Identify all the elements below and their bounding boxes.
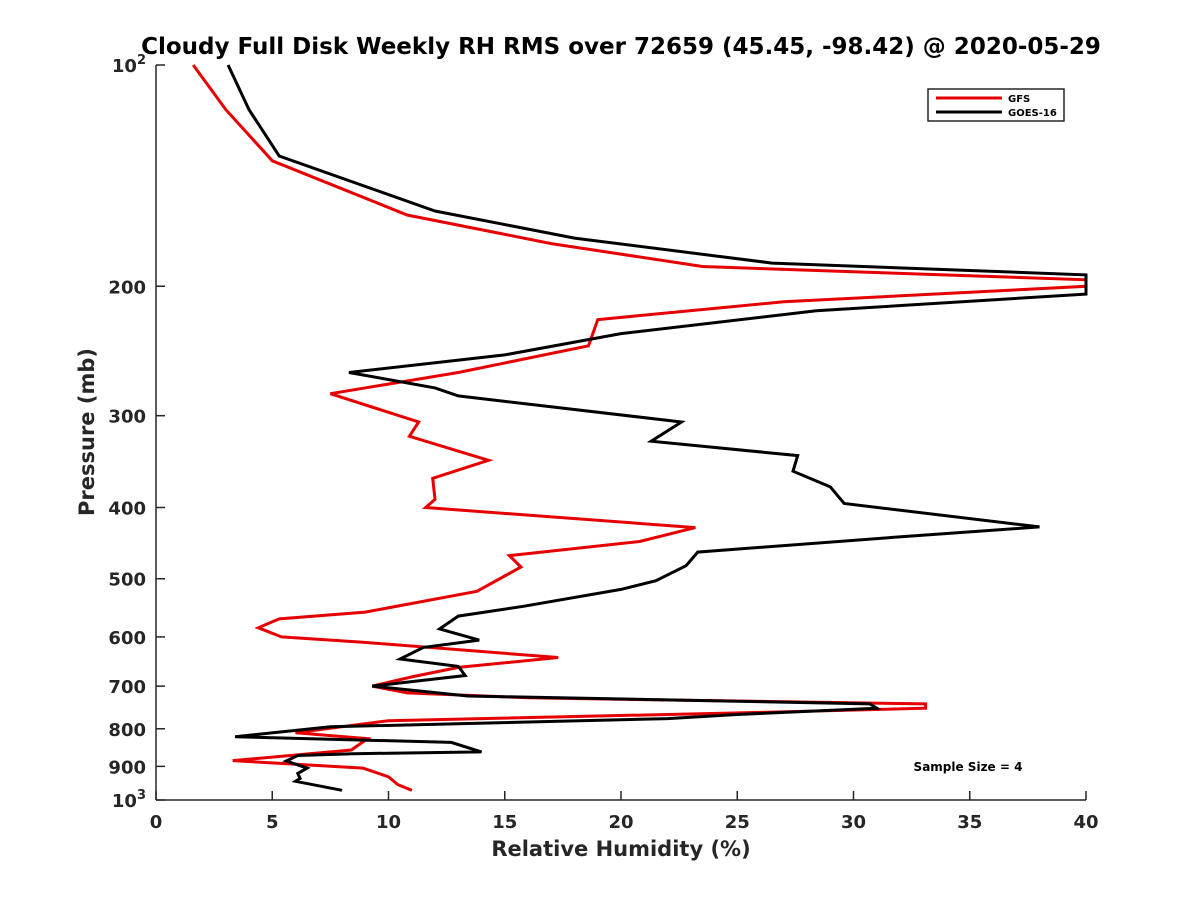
x-tick-label: 0 xyxy=(150,812,163,833)
chart-title: Cloudy Full Disk Weekly RH RMS over 7265… xyxy=(141,34,1101,60)
legend-box xyxy=(927,88,1065,122)
y-tick-label: 400 xyxy=(108,499,146,520)
x-axis-label: Relative Humidity (%) xyxy=(491,837,750,861)
x-tick-label: 15 xyxy=(492,812,517,833)
series-line-goes-16 xyxy=(226,64,1088,792)
x-tick-label: 25 xyxy=(725,812,750,833)
axis-ticks: 0 5 10 15 20 25 30 35 40 102 200 300 400 500 600 700 800… xyxy=(108,53,1098,833)
x-tick-label: 5 xyxy=(266,812,279,833)
legend-label: GFS xyxy=(1008,94,1030,105)
x-tick-label: 20 xyxy=(608,812,633,833)
plot-area xyxy=(155,65,1086,801)
y-tick-label: 200 xyxy=(108,277,146,298)
y-tick-label: 103 xyxy=(112,788,146,812)
x-tick-label: 30 xyxy=(841,812,866,833)
x-tick-label: 10 xyxy=(376,812,401,833)
x-tick-label: 40 xyxy=(1073,812,1098,833)
sample-size-annotation: Sample Size = 4 xyxy=(914,760,1023,774)
y-tick-label: 102 xyxy=(112,53,146,77)
y-tick-label: 900 xyxy=(108,757,146,778)
y-tick-label: 700 xyxy=(108,677,146,698)
y-axis-label: Pressure (mb) xyxy=(75,348,99,516)
x-tick-label: 35 xyxy=(957,812,982,833)
y-tick-label: 800 xyxy=(108,720,146,741)
legend: GFS GOES-16 xyxy=(927,88,1065,122)
y-tick-label: 500 xyxy=(108,570,146,591)
y-tick-label: 600 xyxy=(108,628,146,649)
legend-label: GOES-16 xyxy=(1008,108,1057,119)
series-layer xyxy=(191,64,1088,792)
series-line-gfs xyxy=(191,64,1088,792)
y-tick-label: 300 xyxy=(108,407,146,428)
